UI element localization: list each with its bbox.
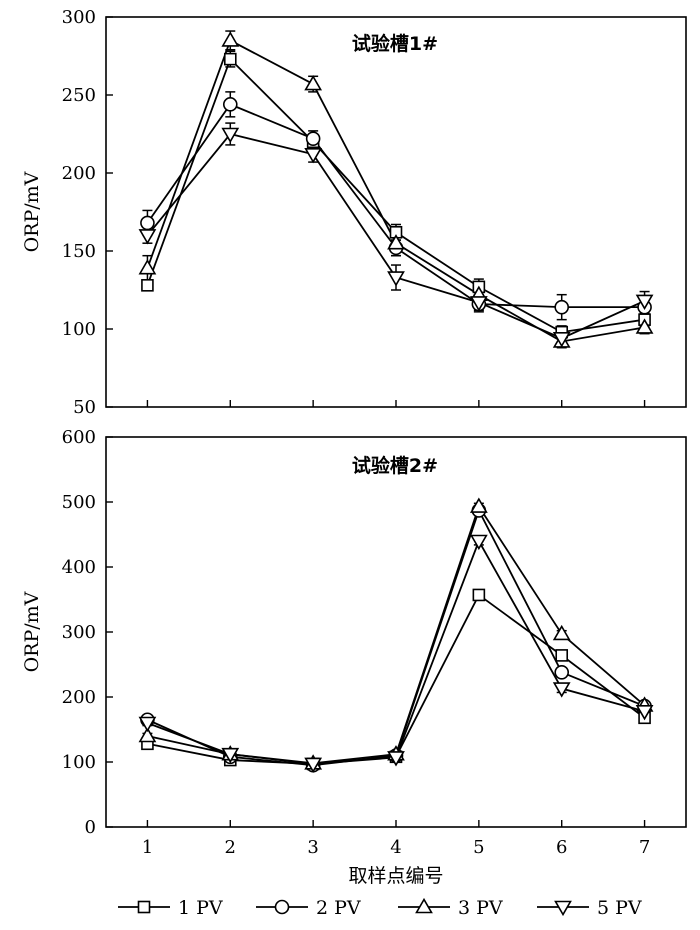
legend-item-2: 2 PV — [256, 897, 361, 919]
legend-item-3: 3 PV — [398, 897, 503, 919]
panel-bottom-point-triangle-down — [138, 716, 157, 733]
panel-bottom-point-triangle-up — [469, 497, 488, 513]
legend-marker-square — [137, 900, 151, 914]
panel-top-ytick-label: 200 — [62, 163, 96, 184]
panel-bottom-ytick-label: 400 — [62, 557, 96, 578]
legend-label: 3 PV — [458, 897, 503, 919]
panel-top-ytick-label: 300 — [62, 7, 96, 28]
legend-marker-triangle-down — [554, 900, 572, 917]
panel-top-ylabel: ORP/mV — [21, 171, 43, 252]
panel-top-point-triangle-down — [138, 229, 157, 245]
panel-bottom-point-square — [472, 588, 486, 602]
panel-bottom-point-square — [555, 649, 569, 662]
panel-top-plot-frame — [105, 16, 687, 408]
panel-bottom-series-line-1 — [147, 593, 646, 765]
panel-bottom-ytick-label: 0 — [85, 817, 96, 838]
panel-top-point-square — [141, 279, 154, 292]
panel-bottom-title: 试验槽2# — [352, 454, 438, 477]
panel-bottom-ytick-label: 200 — [62, 687, 96, 708]
panel-top-point-circle — [140, 215, 155, 231]
panel-bottom-ylabel: ORP/mV — [21, 591, 43, 672]
panel-top-ytick-label: 150 — [62, 241, 96, 262]
panel-bottom-xtick-label: 3 — [307, 837, 318, 858]
panel-bottom-series-line-4 — [147, 538, 645, 765]
legend-label: 1 PV — [178, 897, 223, 919]
panel-bottom-point-triangle-down — [635, 704, 654, 721]
panel-top-point-circle — [222, 97, 238, 112]
panel-bottom-ytick-label: 100 — [62, 752, 96, 773]
legend: 1 PV 2 PV 3 PV 5 PV — [118, 897, 642, 919]
panel-bottom-point-triangle-down — [469, 534, 488, 551]
panel-bottom: 试验槽2# ORP/mV 取样点编号 0 100 200 300 400 500 600 1 2… — [21, 427, 687, 887]
panel-top-point-triangle-down — [552, 332, 571, 348]
panel-top-point-square — [223, 52, 237, 66]
legend-item-1: 1 PV — [118, 897, 223, 919]
panel-bottom-point-triangle-down — [304, 757, 323, 774]
panel-bottom-ytick-label: 600 — [62, 427, 96, 448]
panel-bottom-xtick-label: 7 — [639, 837, 650, 858]
panel-top-series-line-3 — [146, 39, 645, 343]
legend-label: 5 PV — [597, 897, 642, 919]
panel-top-point-triangle-up — [635, 318, 654, 334]
panel-top-point-circle — [305, 131, 321, 146]
panel-bottom-xtick-label: 1 — [142, 837, 153, 858]
legend-marker-circle — [274, 899, 290, 915]
panel-bottom-series-line-2 — [147, 508, 645, 767]
panel-top-point-triangle-down — [387, 271, 405, 287]
panel-bottom-point-triangle-up — [552, 624, 571, 641]
panel-top-point-triangle-down — [469, 296, 488, 312]
panel-bottom-point-triangle-down — [387, 751, 405, 767]
panel-bottom-point-triangle-down — [221, 747, 240, 764]
panel-top-point-triangle-up — [304, 74, 323, 91]
panel-bottom-plot-frame — [105, 436, 687, 828]
panel-bottom-ytick-label: 300 — [62, 622, 96, 643]
panel-top: 试验槽1# ORP/mV 50 100 150 200 250 300 — [21, 7, 687, 418]
panel-bottom-ytick-label: 500 — [62, 492, 96, 513]
panel-top-title: 试验槽1# — [352, 32, 438, 55]
panel-top-ytick-label: 100 — [62, 319, 96, 340]
panel-top-point-triangle-down — [304, 147, 323, 164]
panel-top-point-triangle-up — [387, 234, 405, 250]
panel-bottom-point-triangle-down — [552, 682, 571, 698]
panel-top-point-triangle-up — [138, 259, 157, 275]
panel-top-point-triangle-up — [221, 31, 240, 47]
panel-bottom-xtick-label: 5 — [473, 837, 484, 858]
panel-bottom-point-circle — [554, 664, 570, 680]
panel-bottom-xtick-label: 4 — [390, 837, 401, 858]
legend-label: 2 PV — [316, 897, 361, 919]
panel-bottom-point-triangle-up — [138, 726, 157, 743]
panel-bottom-xlabel: 取样点编号 — [348, 865, 443, 887]
panel-bottom-xtick-label: 6 — [556, 837, 567, 858]
panel-bottom-series-line-3 — [147, 504, 646, 765]
panel-bottom-xtick-label: 2 — [225, 837, 236, 858]
panel-top-point-circle — [554, 299, 570, 315]
legend-item-4: 5 PV — [537, 897, 642, 919]
panel-top-series-line-1 — [146, 57, 645, 334]
legend-marker-triangle-up — [415, 897, 433, 914]
panel-top-point-triangle-down — [635, 294, 654, 311]
panel-top-ytick-label: 250 — [62, 85, 96, 106]
panel-top-point-triangle-down — [221, 127, 240, 144]
panel-top-ytick-label: 50 — [73, 397, 96, 418]
